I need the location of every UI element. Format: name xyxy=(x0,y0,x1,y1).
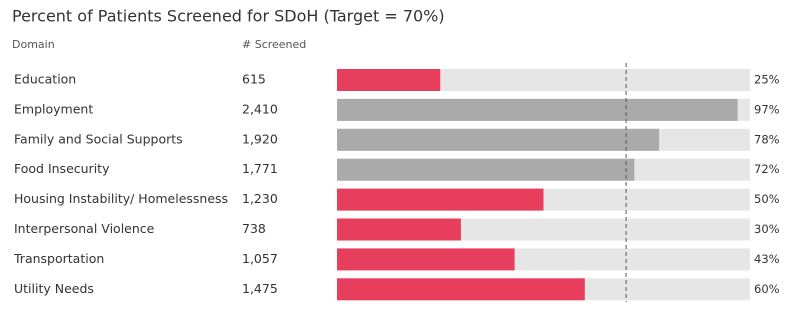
column-header: # Screened xyxy=(242,38,306,51)
value-label: 78% xyxy=(754,132,780,146)
category-label: Food Insecurity xyxy=(14,161,110,176)
bar xyxy=(337,218,461,241)
value-label: 43% xyxy=(754,252,780,266)
screened-count: 1,771 xyxy=(242,161,278,176)
bar xyxy=(337,69,441,91)
category-label: Employment xyxy=(14,101,93,116)
bar xyxy=(337,248,515,271)
column-header: Domain xyxy=(12,38,55,51)
chart-title: Percent of Patients Screened for SDoH (T… xyxy=(12,7,445,26)
category-label: Housing Instability/ Homelessness xyxy=(14,191,228,206)
screened-count: 738 xyxy=(242,221,266,236)
bar xyxy=(337,158,635,181)
value-label: 60% xyxy=(754,282,780,296)
value-label: 72% xyxy=(754,162,780,176)
category-label: Utility Needs xyxy=(14,281,94,296)
value-label: 50% xyxy=(754,192,780,206)
screened-count: 1,057 xyxy=(242,251,278,266)
value-label: 25% xyxy=(754,73,780,87)
value-label: 30% xyxy=(754,222,780,236)
screened-count: 1,230 xyxy=(242,191,278,206)
category-label: Interpersonal Violence xyxy=(14,221,155,236)
screened-count: 615 xyxy=(242,72,266,87)
value-label: 97% xyxy=(754,102,780,116)
category-label: Education xyxy=(14,72,76,87)
bar xyxy=(337,278,585,301)
category-label: Transportation xyxy=(13,251,104,266)
screened-count: 1,920 xyxy=(242,131,278,146)
category-label: Family and Social Supports xyxy=(14,131,183,146)
bar xyxy=(337,188,544,211)
bar xyxy=(337,128,660,151)
screened-count: 2,410 xyxy=(242,101,278,116)
bar xyxy=(337,98,738,121)
screened-count: 1,475 xyxy=(242,281,278,296)
